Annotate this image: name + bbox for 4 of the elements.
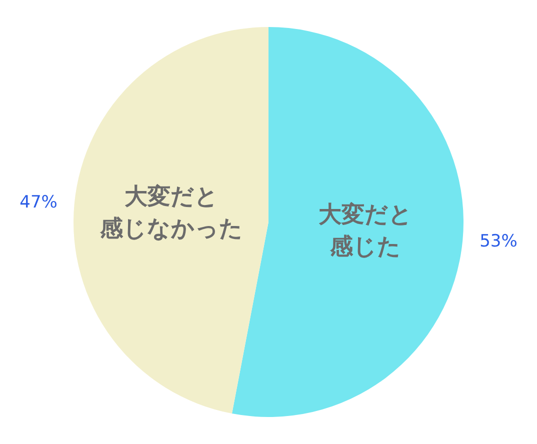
data-label: 47% — [20, 192, 58, 213]
slice-label: 大変だと感じなかった — [98, 182, 243, 242]
data-label: 53% — [480, 231, 518, 252]
slice-label: 大変だと感じた — [318, 201, 413, 260]
